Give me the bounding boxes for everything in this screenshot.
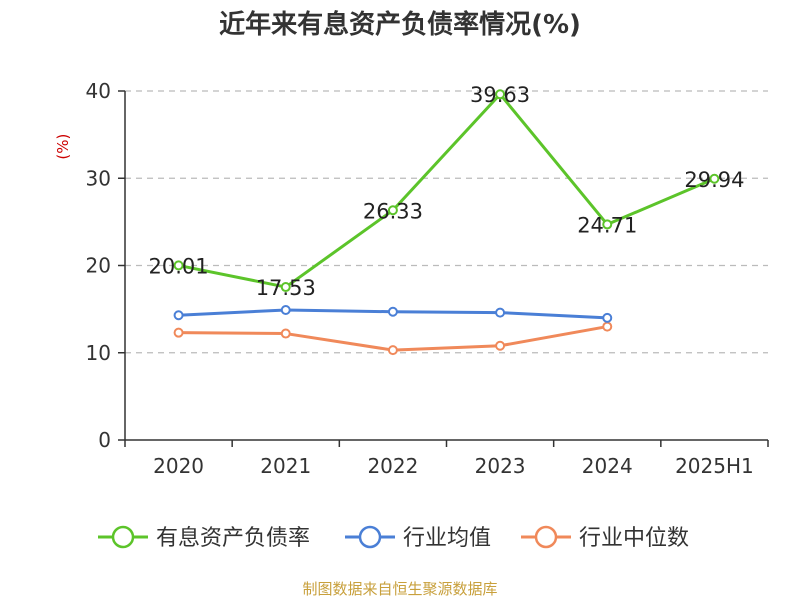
data-label: 20.01	[149, 254, 209, 278]
data-point	[602, 312, 613, 323]
data-point	[280, 328, 291, 339]
data-point	[602, 321, 613, 332]
data-point	[495, 307, 506, 318]
x-tick-label: 2021	[260, 454, 311, 478]
legend-label: 行业均值	[403, 526, 491, 551]
data-point	[280, 282, 291, 293]
data-point	[173, 260, 184, 271]
y-tick-label: 40	[86, 79, 111, 103]
data-point	[173, 327, 184, 338]
data-label: 26.33	[363, 199, 423, 223]
legend-label: 有息资产负债率	[156, 526, 310, 551]
x-tick-label: 2020	[153, 454, 204, 478]
chart-title: 近年来有息资产负债率情况(%)	[219, 10, 581, 40]
x-tick-label: 2025H1	[675, 454, 754, 478]
data-point	[280, 304, 291, 315]
legend-marker	[358, 525, 382, 549]
y-axis-unit-label: (%)	[54, 134, 72, 160]
y-tick-label: 0	[98, 428, 111, 452]
y-tick-label: 30	[86, 166, 111, 190]
data-point	[602, 219, 613, 230]
data-label: 24.71	[577, 213, 637, 237]
y-tick-label: 20	[86, 254, 111, 278]
data-labels: 20.01 17.53 26.33 39.63 24.71 29.94	[149, 83, 745, 300]
series-line	[178, 92, 716, 289]
data-label: 17.53	[256, 276, 316, 300]
data-point	[495, 89, 506, 100]
source-note: 制图数据来自恒生聚源数据库	[302, 580, 498, 598]
series-lines	[173, 89, 720, 356]
legend-marker	[111, 525, 135, 549]
x-tick-label: 2024	[582, 454, 633, 478]
data-label: 39.63	[470, 83, 530, 107]
data-point	[495, 340, 506, 351]
data-point	[387, 306, 398, 317]
data-label: 29.94	[684, 168, 744, 192]
data-point	[709, 173, 720, 184]
x-tick-label: 2023	[475, 454, 526, 478]
data-point	[387, 205, 398, 216]
data-point	[387, 345, 398, 356]
legend-label: 行业中位数	[579, 526, 689, 551]
data-point	[173, 310, 184, 321]
y-tick-label: 10	[86, 341, 111, 365]
grid-lines	[125, 90, 768, 354]
legend: 有息资产负债率 行业均值 行业中位数	[98, 525, 689, 551]
legend-marker	[534, 525, 558, 549]
x-tick-label: 2022	[367, 454, 418, 478]
axes: 0 10 20 30 40 (%) 2020 2021 2022 2023 2024 2025H1	[54, 79, 769, 478]
